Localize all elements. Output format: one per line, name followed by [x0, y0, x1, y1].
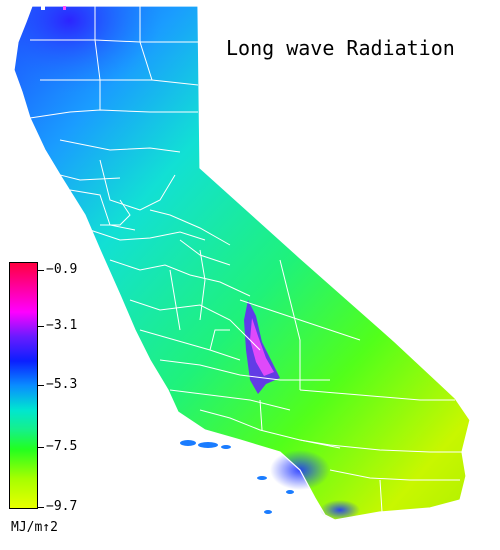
legend-tick-label: −7.5 — [46, 439, 78, 454]
legend-tick — [38, 326, 44, 327]
legend-tick — [38, 447, 44, 448]
legend-tick-label: −9.7 — [46, 499, 78, 514]
sierra-peak-region — [250, 318, 274, 376]
legend-tick — [38, 507, 44, 508]
california-state-shape — [14, 6, 470, 520]
channel-islands — [180, 440, 294, 514]
legend-unit-label: MJ/m↑2 — [11, 520, 58, 535]
map-title: Long wave Radiation — [226, 36, 455, 60]
legend-tick-label: −3.1 — [46, 318, 78, 333]
legend-tick-label: −5.3 — [46, 377, 78, 392]
color-scale-bar — [9, 262, 38, 509]
legend-tick — [38, 385, 44, 386]
legend-tick-label: −0.9 — [46, 262, 78, 277]
legend-tick — [38, 270, 44, 271]
